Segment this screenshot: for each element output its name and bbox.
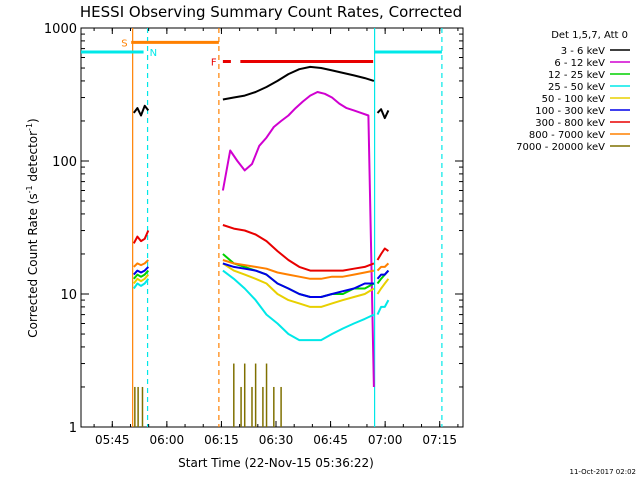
y-tick-label: 100 [52,155,77,170]
legend-label: 25 - 50 keV [548,82,605,93]
chart-title: HESSI Observing Summary Count Rates, Cor… [80,3,462,21]
series-line [376,299,390,316]
series-100-300-kev [133,262,390,298]
series-50-100-kev [133,262,390,308]
series-line [222,262,375,308]
series-800-7000-kev [133,259,390,280]
y-tick-label: 10 [60,288,77,303]
series-7000-20000-kev [134,363,282,427]
y-axis-label-sup2: -1 [25,123,34,131]
x-tick-label: 07:15 [422,433,457,447]
series-line [222,224,375,272]
series-line [222,65,375,101]
flare-label: F [211,57,217,68]
series-300-800-kev [132,224,389,272]
series-line [222,262,374,298]
series-line [376,108,390,120]
y-tick-label: 1 [69,421,77,436]
series-line [376,278,390,295]
y-axis-label-sup1: -1 [25,185,34,193]
plot-frame [80,27,464,428]
legend-label: 6 - 12 keV [554,58,605,69]
series-25-50-kev [132,269,390,342]
series-line [132,230,150,244]
x-tick-label: 06:15 [204,433,239,447]
night-label: N [150,48,157,59]
series-line [376,262,390,272]
x-tick-label: 07:00 [368,433,403,447]
x-tick-label: 05:45 [95,433,130,447]
legend-label: 800 - 7000 keV [529,130,605,141]
legend-label: 3 - 6 keV [561,46,605,57]
series-line [221,91,375,388]
series-line [133,273,150,285]
y-tick-label: 1000 [44,22,77,37]
legend-label: 50 - 100 keV [542,94,606,105]
legend-label: 7000 - 20000 keV [516,142,605,153]
y-axis-label-mid: detector [26,131,40,186]
series-line [133,259,149,268]
series-line [133,104,150,117]
series-line [376,247,389,261]
y-axis-label-main: Corrected Count Rate (s [26,193,40,337]
series-line [133,269,150,280]
y-axis-label: Corrected Count Rate (s-1 detector-1) [25,118,40,337]
series-line [222,269,375,342]
y-axis-label-end: ) [26,118,40,123]
x-axis-label: Start Time (22-Nov-15 05:36:22) [178,456,374,470]
legend-label: 100 - 300 keV [535,106,605,117]
observing-markers: S F N [81,28,443,427]
series-6-12-kev [221,91,375,388]
series-line [222,259,375,280]
series-line [133,266,150,276]
legend-label: 300 - 800 keV [535,118,605,129]
x-tick-label: 06:30 [259,433,294,447]
series-line [376,269,390,280]
series-3-6-kev [133,65,390,120]
series-line [132,278,150,290]
axis-ticks: 05:45 06:00 06:15 06:30 06:45 07:00 07:15 1 10 10… [44,22,463,447]
x-tick-label: 06:45 [313,433,348,447]
footer-timestamp: 11-Oct-2017 02:02 [570,468,636,476]
x-tick-label: 06:00 [150,433,185,447]
legend-label: 12 - 25 keV [548,70,605,81]
series-layer [132,65,390,427]
legend-header: Det 1,5,7, Att 0 [551,30,628,41]
saa-label: S [121,38,127,49]
